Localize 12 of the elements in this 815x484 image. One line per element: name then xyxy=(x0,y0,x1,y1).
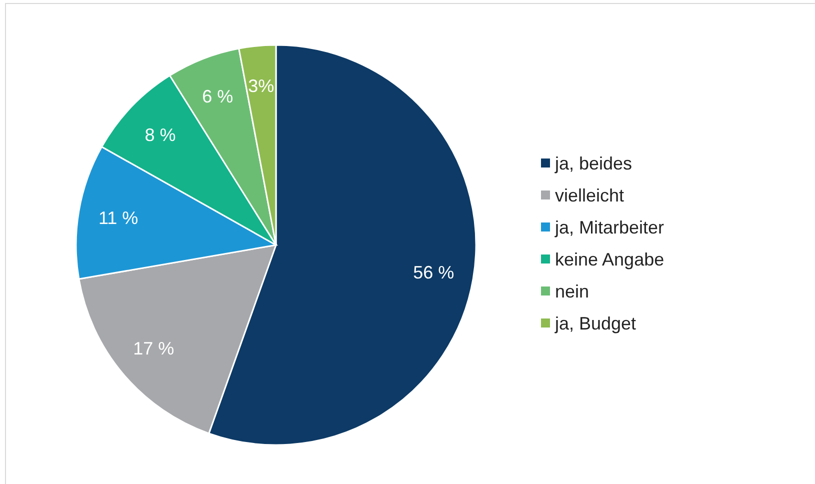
legend-label: ja, Budget xyxy=(554,313,636,334)
legend-label: keine Angabe xyxy=(555,249,664,270)
data-label: 56 % xyxy=(413,262,454,283)
data-label: 11 % xyxy=(98,208,138,228)
data-label: 6 % xyxy=(202,86,234,106)
legend-label: nein xyxy=(555,281,590,302)
data-label: 3% xyxy=(248,76,274,96)
legend-label: ja, beides xyxy=(554,153,632,174)
data-label: 8 % xyxy=(144,124,176,145)
legend-label: ja, Mitarbeiter xyxy=(554,217,664,238)
data-label: 17 % xyxy=(133,338,174,358)
legend-label: vielleicht xyxy=(555,185,624,206)
